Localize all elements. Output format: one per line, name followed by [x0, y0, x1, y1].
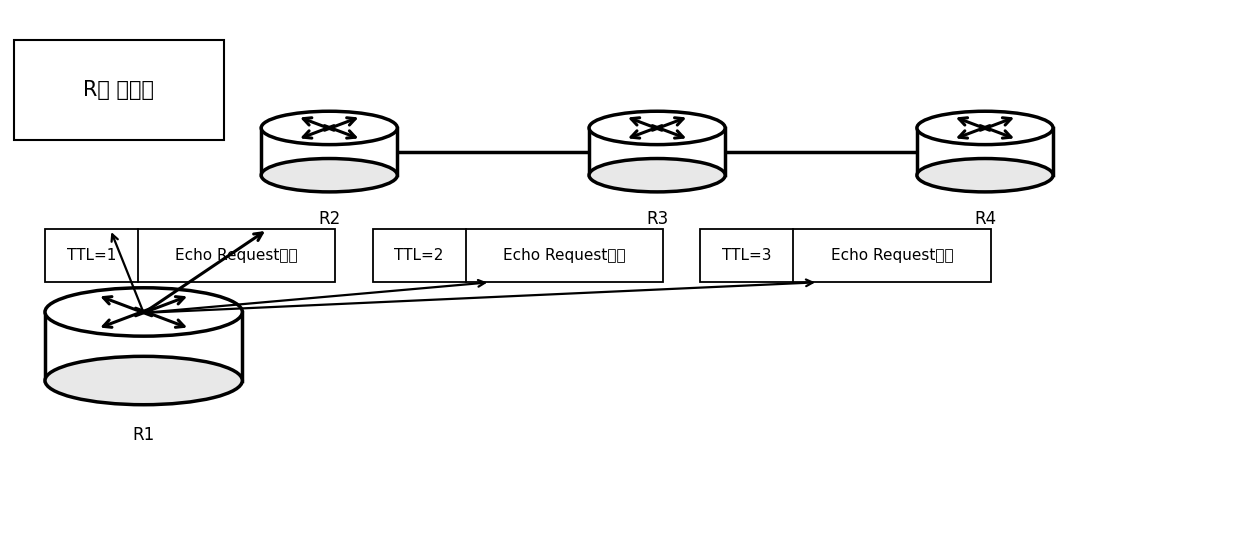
- Text: R2: R2: [319, 210, 340, 228]
- Bar: [45, 312, 242, 381]
- Text: R1: R1: [133, 426, 155, 444]
- Text: TTL=1: TTL=1: [67, 248, 115, 263]
- Ellipse shape: [262, 159, 397, 192]
- Text: TTL=2: TTL=2: [394, 248, 444, 263]
- Bar: [262, 128, 397, 175]
- Bar: [916, 128, 1053, 175]
- Bar: [589, 128, 725, 175]
- FancyBboxPatch shape: [45, 229, 336, 282]
- Text: R3: R3: [646, 210, 668, 228]
- FancyBboxPatch shape: [14, 40, 224, 140]
- Ellipse shape: [45, 356, 242, 405]
- Ellipse shape: [916, 159, 1053, 192]
- Ellipse shape: [262, 111, 397, 145]
- Ellipse shape: [589, 111, 725, 145]
- Ellipse shape: [45, 288, 242, 336]
- Text: Echo Request报文: Echo Request报文: [503, 248, 626, 263]
- Text: Echo Request报文: Echo Request报文: [175, 248, 298, 263]
- Text: R4: R4: [973, 210, 996, 228]
- Ellipse shape: [916, 111, 1053, 145]
- FancyBboxPatch shape: [701, 229, 991, 282]
- Ellipse shape: [589, 159, 725, 192]
- Text: TTL=3: TTL=3: [722, 248, 771, 263]
- Text: Echo Request报文: Echo Request报文: [831, 248, 954, 263]
- FancyBboxPatch shape: [372, 229, 663, 282]
- Text: R： 路由器: R： 路由器: [83, 80, 155, 101]
